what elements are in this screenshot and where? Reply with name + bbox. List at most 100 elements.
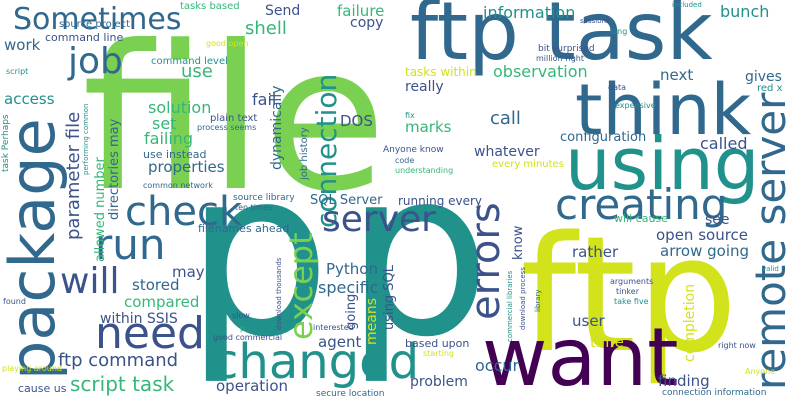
word-python: Python — [326, 260, 378, 278]
word-p-small: p — [240, 324, 246, 333]
word-cause-us: cause us — [18, 382, 67, 395]
word-job-history: job history — [299, 127, 310, 180]
word-stored: stored — [132, 276, 180, 294]
word-code: code — [395, 156, 415, 165]
word-completion: completion — [682, 283, 698, 362]
word-call: call — [490, 108, 521, 129]
word-whatever: whatever — [474, 144, 540, 160]
word-fail: fail — [252, 90, 277, 109]
word-ftp: ftp — [520, 201, 738, 388]
word-ten-times: ten times — [235, 203, 273, 212]
word-filenames-ahead: filenames ahead — [198, 222, 290, 235]
word-arguments: arguments — [610, 277, 654, 286]
word-running-every: running every — [398, 194, 483, 208]
word-send: Send — [265, 3, 301, 19]
word-bunch: bunch — [720, 2, 770, 21]
word-using: using — [565, 122, 760, 206]
word-p-large: p — [185, 121, 331, 388]
word-server: server — [322, 199, 436, 240]
word-ftp-command: ftp command — [58, 350, 179, 371]
word-use: use — [181, 61, 213, 82]
word-tinker: tinker — [616, 287, 639, 296]
word-gives: gives — [745, 69, 782, 85]
word-file: file — [82, 3, 387, 236]
word-million-right: million right — [536, 54, 584, 63]
word-command-line: command line — [45, 31, 124, 44]
word-access: access — [4, 90, 55, 108]
word-within-ssis: within SSIS — [100, 311, 178, 327]
word-package: package — [0, 118, 69, 380]
word-download-process: download process — [519, 267, 527, 330]
word-secure-location: secure location — [316, 389, 385, 399]
word-failing: failing — [144, 129, 194, 148]
word-found: found — [3, 297, 26, 306]
word-library: library — [534, 289, 542, 312]
word-marks: marks — [405, 118, 452, 136]
word-good-open: good open — [206, 39, 249, 48]
word-creating: creating — [555, 180, 728, 229]
word-sql-server: SQL Server — [310, 193, 383, 208]
word-valid: valid — [762, 265, 779, 273]
word-performing-common: performing common — [82, 103, 90, 176]
word-sessions: sessions — [580, 17, 610, 25]
word-observation: observation — [493, 62, 588, 81]
word-set: set — [152, 114, 177, 133]
word-called: called — [700, 134, 748, 153]
word-script: script — [6, 67, 29, 76]
word-right-now: right now — [718, 341, 756, 350]
word-problem: problem — [410, 374, 468, 390]
word-operation: operation — [216, 377, 289, 395]
word-commercial-libraries: commercial libraries — [506, 270, 514, 342]
word-copy: copy — [350, 15, 384, 31]
word-anyone: Anyone — [745, 367, 776, 376]
word-agent: agent — [318, 333, 362, 351]
word-tasks-based: tasks based — [180, 1, 240, 12]
word-using-sql: using SQL — [382, 265, 397, 330]
word-rather: rather — [572, 243, 619, 261]
word-plain-text: plain text — [210, 113, 258, 124]
word-fix: fix — [405, 111, 415, 120]
word-ftp-task: ftp task — [410, 0, 713, 78]
word-configuration: configuration — [560, 130, 647, 145]
word-source-project: source project — [59, 19, 131, 30]
word-want: want — [482, 311, 679, 400]
word-check: check — [125, 189, 243, 235]
word-use-instead: use instead — [143, 148, 207, 161]
word-means: means — [364, 298, 380, 345]
word-know: know — [511, 225, 526, 260]
word-dos: DOS — [340, 112, 373, 130]
word-understanding: understanding — [395, 166, 454, 175]
word-specific: specific — [318, 278, 379, 297]
word-shell: shell — [245, 18, 287, 39]
word-allowed-number: allowed number — [93, 157, 108, 262]
word-will-cause: will cause — [614, 212, 668, 225]
word-run: run — [95, 220, 166, 269]
word-finding: finding — [658, 372, 710, 390]
word-data: data — [608, 83, 627, 92]
word-open-source: open source — [656, 226, 749, 244]
word-errors: errors — [463, 202, 509, 320]
word-starting: starting — [423, 349, 455, 358]
word-good-commercial: good commercial — [213, 333, 283, 342]
word-really: really — [405, 79, 444, 95]
word-will: will — [60, 261, 120, 302]
word-user: user — [572, 312, 605, 330]
word-see: see — [705, 212, 730, 228]
word-occur: occur — [475, 356, 520, 375]
word-bit-surprised: bit surprised — [538, 44, 595, 54]
word-download-thousands: download thousands — [275, 257, 283, 330]
word-p-large-2: p — [345, 121, 491, 388]
word-changed: changed — [212, 334, 420, 390]
word-directories-may: directories may — [107, 118, 122, 220]
word-source-library: source library — [233, 193, 295, 203]
word-information: information — [483, 3, 576, 22]
word-may: may — [172, 263, 205, 281]
word-interested: interested — [313, 323, 354, 332]
word-script-task: script task — [70, 372, 175, 396]
word-job: job — [68, 41, 123, 82]
word-every-minutes: every minutes — [492, 159, 564, 170]
word-slow: slow — [232, 311, 250, 320]
word-playing-around: playing around — [2, 364, 62, 373]
word-process-seems: process seems — [197, 123, 257, 132]
